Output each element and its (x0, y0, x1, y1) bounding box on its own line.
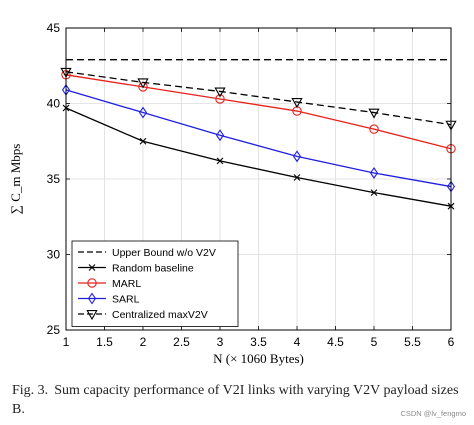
x-tick-label: 4 (294, 335, 301, 349)
y-tick-label: 40 (47, 97, 61, 111)
legend-item: Centralized maxV2V (78, 309, 208, 321)
data-point-random-baseline (370, 189, 378, 196)
x-tick-label: 5.5 (404, 335, 421, 349)
data-point-sarl (292, 150, 302, 163)
legend-marker-marl (87, 278, 97, 288)
legend-item: SARL (78, 292, 140, 306)
legend-label: Random baseline (112, 263, 194, 275)
series-line-centralized-maxv2v (65, 71, 452, 126)
series-sarl (61, 83, 456, 193)
data-point-random-baseline (139, 137, 147, 145)
y-axis-title: ∑ C_m Mbps (8, 144, 23, 215)
legend-marker-centralized-maxv2v (86, 310, 98, 321)
data-point-centralized-maxv2v (137, 78, 149, 89)
series-line-marl (65, 74, 452, 150)
data-point-sarl (138, 106, 148, 119)
caption-text: Sum capacity performance of V2I links wi… (12, 383, 459, 417)
data-point-centralized-maxv2v (214, 87, 226, 98)
legend-marker-sarl (87, 292, 97, 305)
figure-caption: Fig. 3. Sum capacity performance of V2I l… (12, 381, 468, 419)
x-tick-label: 2.5 (173, 335, 190, 349)
data-point-random-baseline (216, 157, 224, 165)
x-tick-label: 4.5 (327, 335, 344, 349)
data-point-centralized-maxv2v (368, 108, 380, 119)
data-point-sarl (369, 166, 379, 179)
x-tick-label: 6 (448, 335, 455, 349)
caption-figure-number: Fig. 3. (12, 383, 49, 398)
x-tick-label: 3 (217, 335, 224, 349)
x-tick-label: 1.5 (96, 335, 113, 349)
legend-label: Centralized maxV2V (112, 309, 208, 321)
data-point-random-baseline (293, 174, 301, 181)
legend-item: Upper Bound w/o V2V (78, 247, 216, 259)
x-tick-label: 5 (371, 335, 378, 349)
x-tick-label: 1 (63, 335, 70, 349)
y-tick-label: 45 (47, 21, 61, 35)
series-random-baseline (62, 104, 455, 210)
plot-frame (65, 27, 452, 331)
series-line-sarl (65, 89, 452, 188)
legend: Upper Bound w/o V2V Random baseline MARL SA… (71, 240, 239, 327)
series-layer (60, 59, 457, 210)
x-tick-label: 3.5 (250, 335, 267, 349)
legend-label: SARL (112, 294, 140, 306)
x-tick-label: 2 (140, 335, 147, 349)
x-axis-title: N (× 1060 Bytes) (213, 351, 304, 366)
legend-label: Upper Bound w/o V2V (112, 247, 216, 259)
legend-marker-random-baseline (88, 264, 96, 271)
series-line-random-baseline (65, 107, 452, 207)
y-tick-label: 35 (47, 172, 61, 186)
data-point-marl (369, 124, 379, 134)
series-centralized-maxv2v (60, 67, 457, 131)
legend-box (71, 240, 239, 327)
watermark: CSDN @lv_fengmo (400, 409, 466, 418)
legend-item: Random baseline (78, 263, 194, 275)
legend-label: MARL (112, 278, 141, 290)
legend-item: MARL (78, 278, 141, 290)
data-point-marl (215, 94, 225, 104)
data-point-centralized-maxv2v (291, 98, 303, 109)
y-tick-label: 25 (47, 323, 61, 337)
data-point-sarl (215, 129, 225, 142)
y-tick-label: 30 (47, 248, 61, 262)
